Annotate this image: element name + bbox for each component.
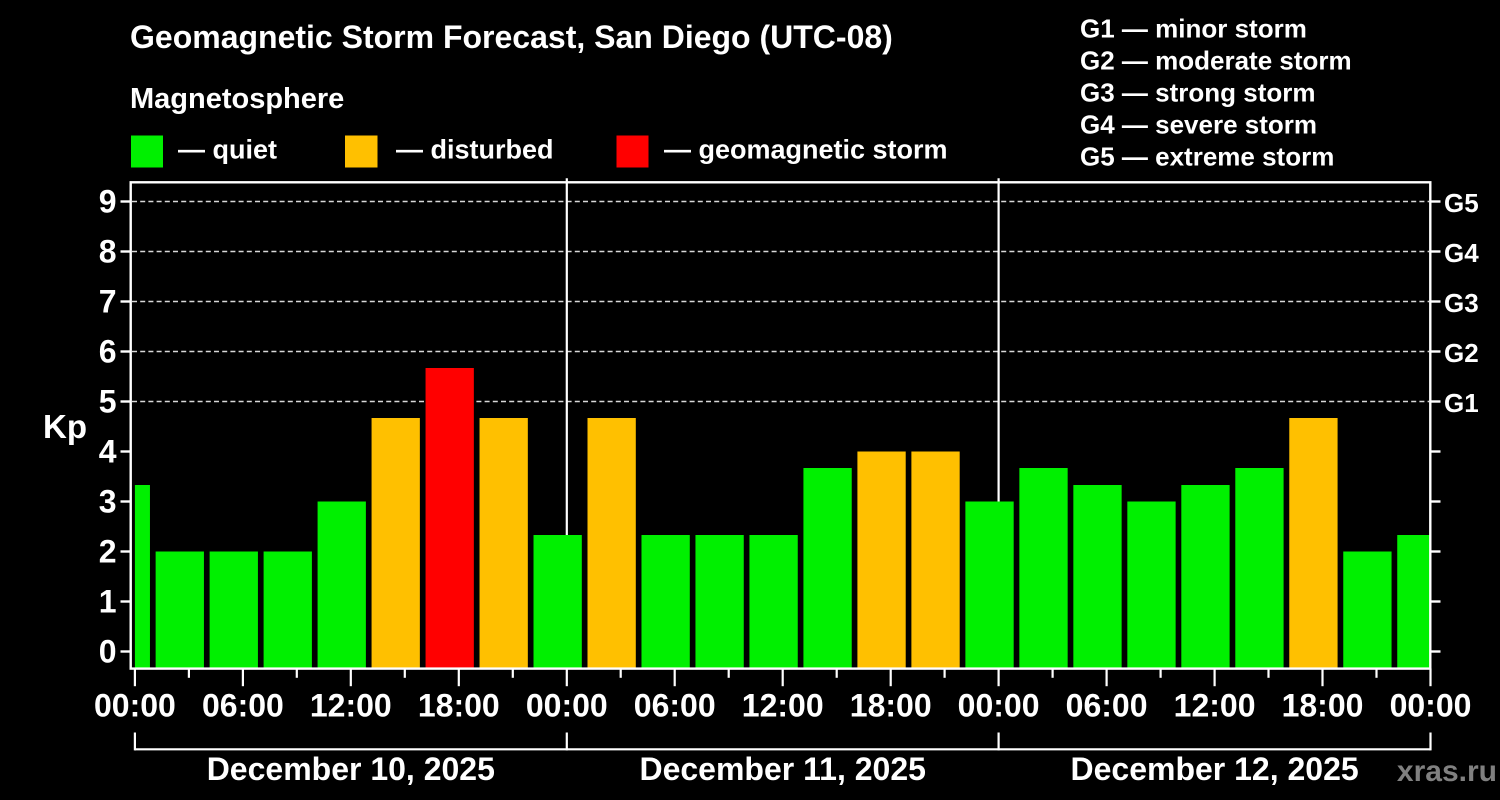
svg-text:06:00: 06:00: [1066, 688, 1148, 724]
svg-text:— disturbed: — disturbed: [396, 135, 554, 165]
svg-text:December 12, 2025: December 12, 2025: [1070, 751, 1358, 787]
svg-text:Kp: Kp: [43, 408, 87, 445]
svg-text:December 11, 2025: December 11, 2025: [639, 751, 925, 787]
svg-text:1: 1: [99, 584, 117, 620]
svg-text:G1: G1: [1444, 388, 1479, 418]
svg-text:G3: G3: [1444, 288, 1479, 318]
svg-text:0: 0: [99, 634, 117, 670]
svg-text:Magnetosphere: Magnetosphere: [130, 83, 344, 115]
svg-text:00:00: 00:00: [526, 688, 608, 724]
svg-text:G4 — severe storm: G4 — severe storm: [1080, 110, 1317, 140]
svg-text:— quiet: — quiet: [178, 135, 277, 165]
svg-text:Geomagnetic Storm Forecast, Sa: Geomagnetic Storm Forecast, San Diego (U…: [130, 19, 893, 55]
svg-text:G2 — moderate storm: G2 — moderate storm: [1080, 46, 1352, 76]
svg-text:G5: G5: [1444, 188, 1479, 218]
svg-text:2: 2: [99, 534, 117, 570]
svg-text:G5 — extreme storm: G5 — extreme storm: [1080, 142, 1334, 172]
svg-text:6: 6: [99, 334, 117, 370]
svg-text:00:00: 00:00: [94, 688, 176, 724]
svg-text:18:00: 18:00: [1282, 688, 1364, 724]
svg-text:00:00: 00:00: [1390, 688, 1472, 724]
svg-text:12:00: 12:00: [310, 688, 392, 724]
svg-text:4: 4: [99, 434, 117, 470]
svg-text:06:00: 06:00: [634, 688, 716, 724]
svg-text:8: 8: [99, 234, 117, 270]
svg-text:G1 — minor storm: G1 — minor storm: [1080, 14, 1307, 44]
svg-text:06:00: 06:00: [202, 688, 284, 724]
svg-text:December 10, 2025: December 10, 2025: [207, 751, 495, 787]
svg-text:— geomagnetic storm: — geomagnetic storm: [664, 135, 948, 165]
svg-text:xras.ru: xras.ru: [1397, 755, 1497, 788]
svg-text:00:00: 00:00: [958, 688, 1040, 724]
svg-text:18:00: 18:00: [850, 688, 932, 724]
svg-text:3: 3: [99, 484, 117, 520]
svg-text:12:00: 12:00: [1174, 688, 1256, 724]
svg-text:G3 — strong storm: G3 — strong storm: [1080, 78, 1315, 108]
svg-text:G4: G4: [1444, 238, 1479, 268]
svg-text:12:00: 12:00: [742, 688, 824, 724]
svg-text:18:00: 18:00: [418, 688, 500, 724]
svg-text:5: 5: [99, 384, 117, 420]
svg-text:G2: G2: [1444, 338, 1479, 368]
svg-text:7: 7: [99, 284, 117, 320]
svg-text:9: 9: [99, 184, 117, 220]
